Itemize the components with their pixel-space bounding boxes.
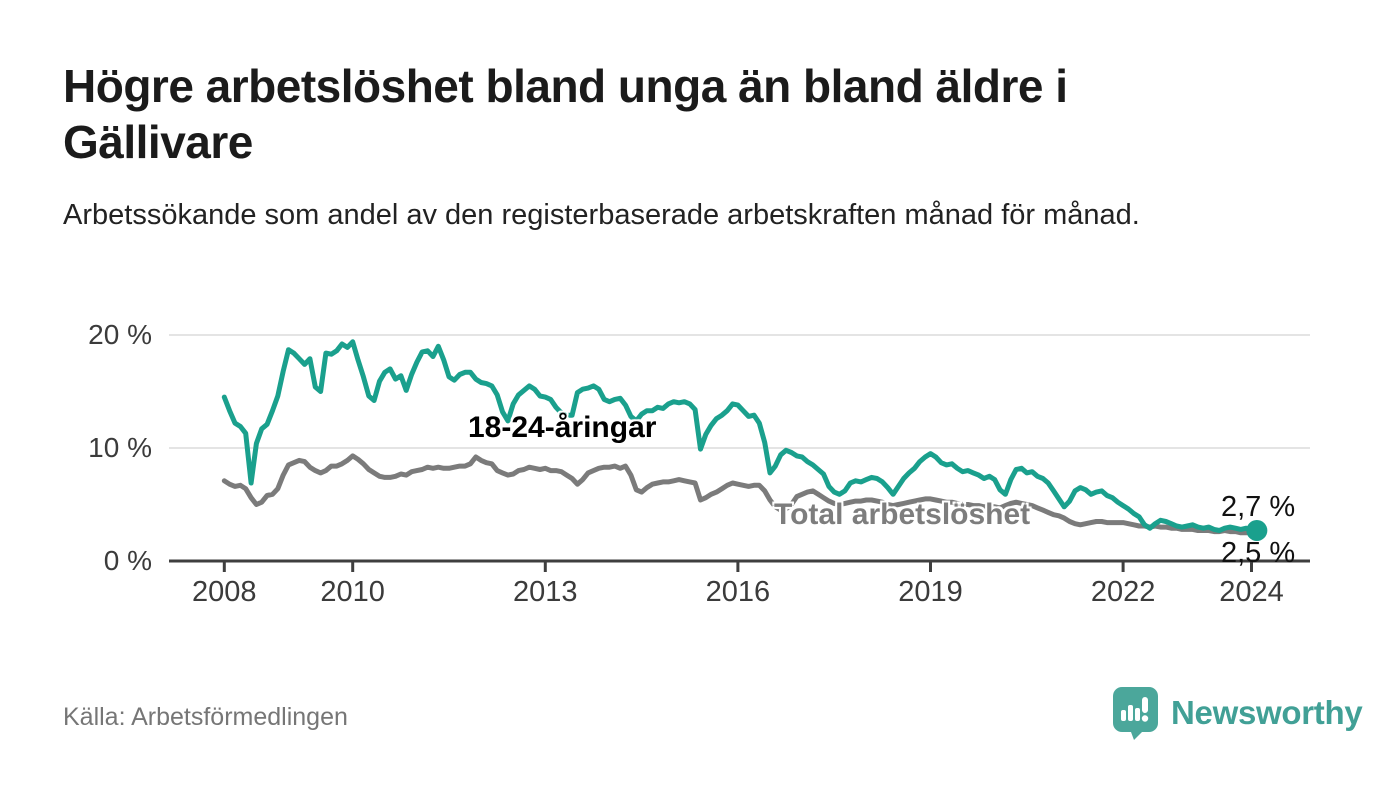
x-tick-label: 2016	[705, 576, 771, 608]
x-tick-label: 2008	[192, 576, 257, 608]
series-line-total	[221, 453, 1260, 536]
y-tick-label: 0 %	[103, 545, 152, 576]
series-label-total: Total arbetslöshet	[774, 498, 1031, 531]
brand-name: Newsworthy	[1171, 694, 1363, 731]
y-tick-label: 20 %	[88, 319, 152, 350]
x-tick-label: 2010	[320, 576, 385, 608]
series-line-youth	[221, 339, 1260, 533]
end-value-label-total: 2,5 %	[1221, 537, 1296, 569]
y-tick-label: 10 %	[88, 432, 152, 463]
x-tick-label: 2022	[1090, 576, 1156, 608]
speech-bubble-bar-chart-icon	[1113, 687, 1158, 740]
x-tick-label: 2013	[513, 576, 578, 608]
page-subtitle: Arbetssökande som andel av den registerb…	[63, 199, 1140, 231]
end-value-label-youth: 2,7 %	[1221, 491, 1296, 523]
youth-series-end-dot	[1246, 519, 1268, 541]
page-title: Högre arbetslöshet bland unga än bland ä…	[63, 60, 1068, 169]
x-tick-label: 2024	[1219, 576, 1284, 608]
source-note: Källa: Arbetsförmedlingen	[63, 703, 348, 731]
x-tick-label: 2019	[898, 576, 963, 608]
series-label-youth: 18-24-åringar	[468, 411, 657, 444]
brand-lockup: Newsworthy	[1112, 686, 1363, 740]
